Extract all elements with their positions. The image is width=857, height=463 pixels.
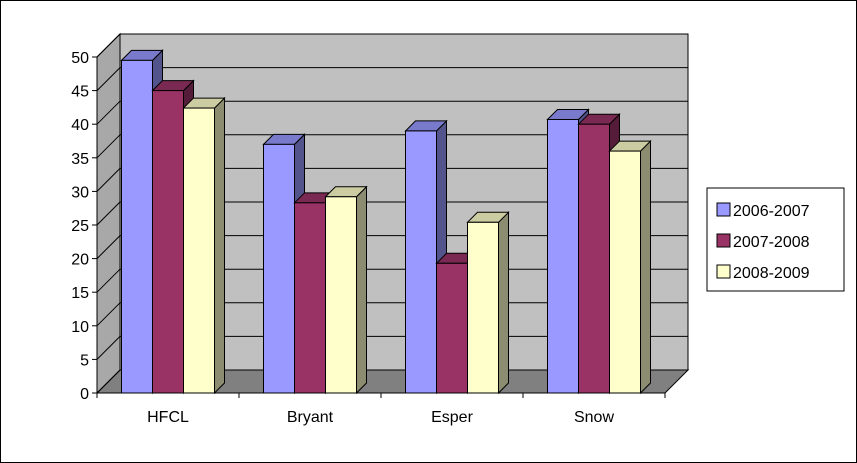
legend-label: 2007-2008 [733,234,810,251]
y-tick-label: 35 [71,151,89,168]
gridline-side [96,134,121,159]
legend-swatch [716,202,731,217]
legend-swatch [716,233,731,248]
legend-label: 2008-2009 [733,265,810,282]
bar [182,96,226,395]
legend-swatch [716,264,731,279]
gridline-side [96,268,121,293]
y-tick-label: 20 [71,252,89,269]
gridline-side [96,67,121,91]
bar [466,211,510,395]
x-axis-ticks: HFCL Bryant Esper Snow [96,393,666,426]
x-tick-label: Esper [431,409,473,426]
y-tick-label: 10 [71,319,89,336]
y-tick-label: 50 [71,50,89,67]
legend-label: 2006-2007 [733,203,810,220]
y-tick-label: 40 [71,117,89,134]
legend: 2006-2007 2007-2008 2008-2009 [706,187,845,292]
y-axis-ticks: 0 5 10 15 20 25 30 35 40 45 50 [71,50,97,403]
gridline-side [96,100,121,125]
y-tick-label: 25 [71,218,89,235]
y-tick-label: 5 [80,352,89,369]
y-tick-label: 30 [71,184,89,201]
y-tick-label: 0 [80,386,89,403]
gridline-side [96,336,121,360]
x-tick-label: Bryant [287,409,334,426]
bar [608,139,652,395]
gridline-side [96,168,121,192]
bars [120,49,652,395]
gridline-side [96,201,121,226]
x-tick-label: HFCL [147,409,189,426]
bar [546,108,590,395]
y-tick-label: 45 [71,84,89,101]
bar [324,185,368,395]
gridline-side [96,302,121,327]
gridline-side [96,369,121,394]
y-tick-label: 15 [71,285,89,302]
x-tick-label: Snow [574,409,614,426]
gridline-side [96,33,121,58]
gridline-side [96,235,121,259]
